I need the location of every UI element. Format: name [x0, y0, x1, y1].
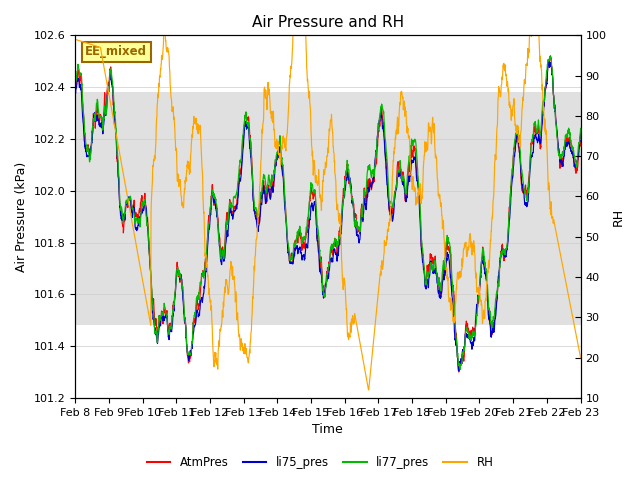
Legend: AtmPres, li75_pres, li77_pres, RH: AtmPres, li75_pres, li77_pres, RH: [142, 452, 498, 474]
Text: EE_mixed: EE_mixed: [85, 45, 147, 58]
Y-axis label: Air Pressure (kPa): Air Pressure (kPa): [15, 161, 28, 272]
Title: Air Pressure and RH: Air Pressure and RH: [252, 15, 404, 30]
Bar: [75, 92, 580, 325]
X-axis label: Time: Time: [312, 423, 343, 436]
Y-axis label: RH: RH: [612, 207, 625, 226]
